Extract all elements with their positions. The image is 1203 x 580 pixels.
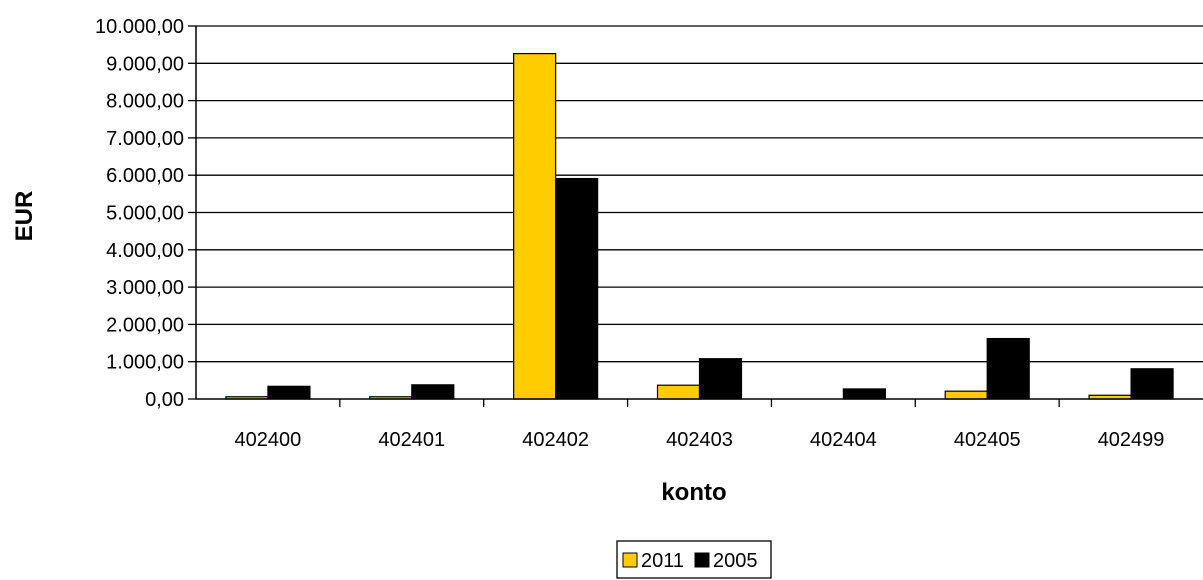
bars xyxy=(225,53,1174,400)
y-tick-label: 2.000,00 xyxy=(106,314,184,336)
legend-label-2005: 2005 xyxy=(713,550,758,572)
y-tick-label: 4.000,00 xyxy=(106,240,184,262)
gridlines xyxy=(196,25,1203,363)
bar-2005-402400 xyxy=(267,385,311,400)
y-tick-label: 1.000,00 xyxy=(106,352,184,374)
y-tick-label: 3.000,00 xyxy=(106,277,184,299)
legend-swatch-2005 xyxy=(694,552,710,568)
x-tick-label: 402499 xyxy=(1098,429,1165,451)
bar-2005-402404 xyxy=(842,388,886,400)
legend-swatch-2011 xyxy=(622,552,638,568)
y-tick-label: 0,00 xyxy=(145,389,184,411)
y-axis-title: EUR xyxy=(11,191,38,242)
x-tick-label: 402404 xyxy=(810,429,877,451)
bar-2011-402403 xyxy=(656,384,701,400)
x-tick-label: 402402 xyxy=(522,429,589,451)
bar-2005-402402 xyxy=(555,177,599,400)
bar-2005-402401 xyxy=(411,384,455,400)
x-tick-label: 402405 xyxy=(954,429,1021,451)
y-tick-label: 5.000,00 xyxy=(106,203,184,225)
legend: 2011 2005 xyxy=(616,540,772,579)
y-ticks: 0,00 1.000,00 2.000,00 3.000,00 4.000,00 5.00… xyxy=(95,16,196,411)
legend-label-2011: 2011 xyxy=(641,550,684,572)
legend-box xyxy=(616,540,772,579)
y-tick-label: 6.000,00 xyxy=(106,165,184,187)
x-axis-title: konto xyxy=(661,479,726,506)
x-tick-label: 402400 xyxy=(235,429,302,451)
bar-2005-402499 xyxy=(1130,368,1174,400)
x-ticks: 402400 402401 402402 402403 402404 402405 4024… xyxy=(235,399,1165,451)
bar-2005-402403 xyxy=(698,358,743,400)
y-tick-label: 7.000,00 xyxy=(106,128,184,150)
bar-2011-402402 xyxy=(513,53,557,400)
x-tick-label: 402403 xyxy=(666,429,733,451)
x-tick-label: 402401 xyxy=(378,429,445,451)
bar-2005-402405 xyxy=(986,337,1030,400)
bar-2011-402405 xyxy=(944,390,988,400)
y-tick-label: 10.000,00 xyxy=(95,16,184,38)
y-tick-label: 8.000,00 xyxy=(106,91,184,113)
y-tick-label: 9.000,00 xyxy=(106,53,184,75)
